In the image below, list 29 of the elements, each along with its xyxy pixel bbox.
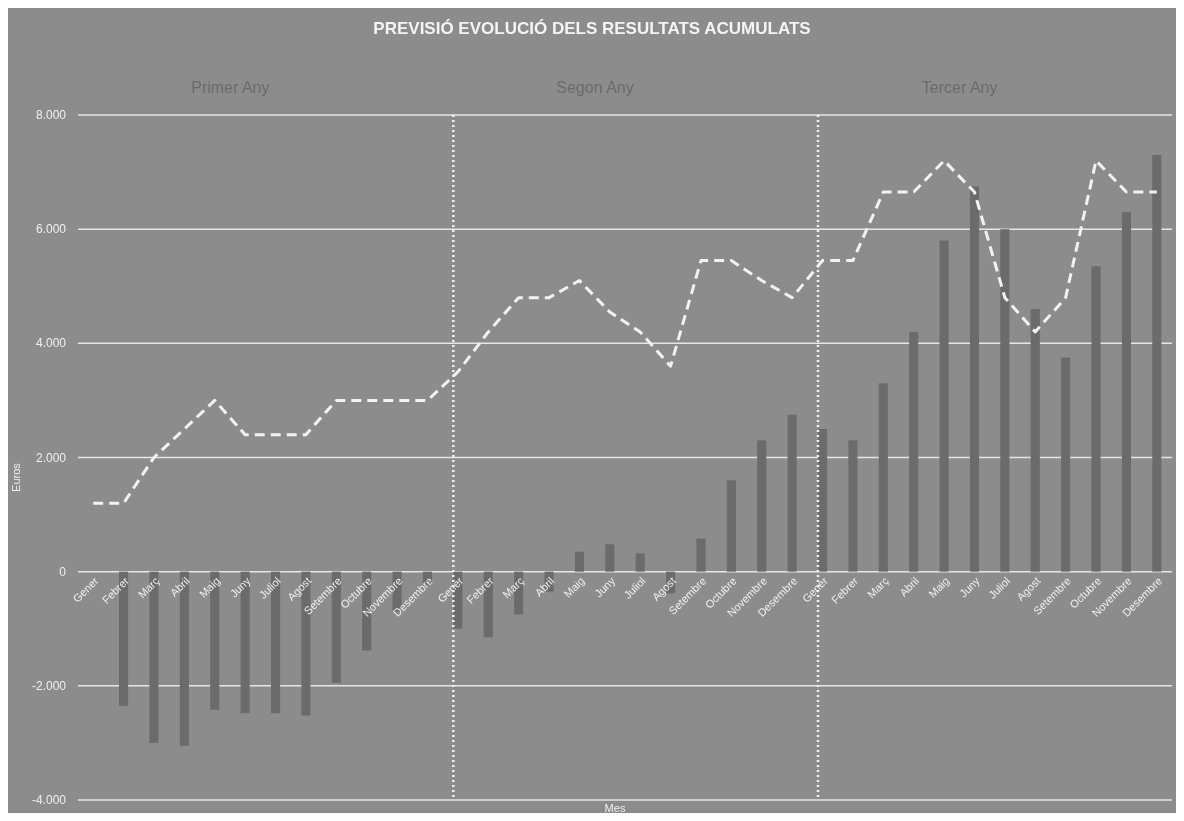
bar	[817, 428, 828, 572]
bar	[605, 544, 615, 572]
bar	[787, 414, 797, 572]
bar	[1152, 154, 1162, 572]
bar	[848, 440, 858, 572]
y-tick-label: -4.000	[31, 793, 67, 807]
y-tick-label: 0	[59, 564, 67, 579]
bar	[1121, 212, 1131, 572]
x-axis-title: Mes	[604, 802, 626, 814]
bar	[1000, 229, 1010, 572]
bar	[696, 538, 706, 572]
bar	[635, 553, 645, 572]
y-tick-label: 2.000	[35, 450, 67, 465]
bar	[939, 240, 949, 572]
y-tick-label: 6.000	[35, 222, 67, 237]
chart-title: PREVISIÓ EVOLUCIÓ DELS RESULTATS ACUMULATS	[373, 19, 811, 38]
bar	[1091, 266, 1101, 572]
y-axis-title: Euros	[10, 462, 22, 492]
bar	[757, 440, 767, 572]
bar	[878, 383, 888, 572]
bar	[726, 480, 736, 572]
bar	[1061, 357, 1071, 572]
y-tick-label: -2.000	[31, 678, 67, 693]
bar	[1030, 309, 1040, 572]
bar	[574, 551, 584, 572]
y-tick-label: 4.000	[35, 336, 67, 351]
y-tick-label: 8.000	[35, 108, 67, 122]
bar	[909, 331, 919, 572]
bar	[969, 186, 980, 572]
